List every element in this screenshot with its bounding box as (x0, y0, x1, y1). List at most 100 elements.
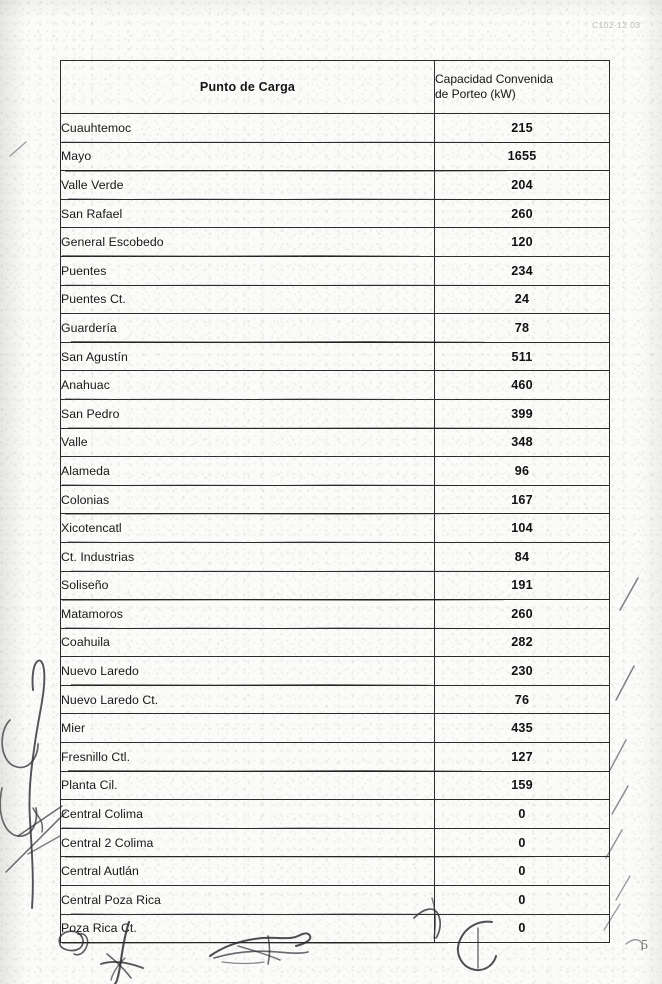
table-header-row: Punto de Carga Capacidad Convenida de Po… (60, 60, 610, 114)
cell-punto-de-carga: Ct. Industrias (60, 541, 435, 572)
cell-capacidad-convenida: 260 (434, 599, 610, 629)
table-row: Cuauhtemoc 215 (60, 113, 610, 143)
cell-punto-de-carga: Central Poza Rica (60, 885, 435, 915)
cell-capacidad-convenida: 84 (434, 541, 610, 572)
table-row: General Escobedo 120 (60, 227, 610, 257)
table-row: Fresnillo Ctl. 127 (60, 742, 610, 772)
cell-capacidad-convenida: 1655 (434, 141, 610, 172)
cell-capacidad-convenida: 76 (434, 684, 610, 715)
cell-punto-de-carga: Puentes Ct. (60, 284, 435, 315)
table-row: Guardería 78 (60, 313, 610, 343)
cell-punto-de-carga: San Agustín (60, 341, 435, 372)
cell-punto-de-carga: Mayo (60, 141, 435, 172)
table-row: Central 2 Colima 0 (60, 827, 610, 858)
cell-punto-de-carga: Central Colima (60, 799, 435, 829)
cell-capacidad-convenida: 191 (434, 570, 610, 601)
table-row: Alameda 96 (60, 456, 610, 486)
table-row: Central Autlán 0 (60, 856, 610, 887)
cell-punto-de-carga: Fresnillo Ctl. (60, 742, 435, 772)
capacity-table-container: Punto de Carga Capacidad Convenida de Po… (60, 60, 610, 944)
table-row: Mier 435 (60, 713, 610, 744)
capacity-table: Punto de Carga Capacidad Convenida de Po… (60, 60, 610, 944)
table-row: Soliseño 191 (60, 570, 610, 601)
table-row: San Rafael 260 (60, 198, 610, 229)
column-header-line-1: Capacidad Convenida (435, 71, 554, 86)
cell-punto-de-carga: Nuevo Laredo Ct. (60, 684, 435, 715)
cell-capacidad-convenida: 96 (434, 456, 610, 486)
cell-punto-de-carga: Matamoros (60, 599, 435, 629)
cell-capacidad-convenida: 167 (434, 484, 610, 515)
cell-punto-de-carga: Valle Verde (60, 170, 435, 200)
cell-capacidad-convenida: 399 (434, 398, 610, 429)
cell-capacidad-convenida: 0 (434, 827, 610, 858)
table-row: Coahuila 282 (60, 627, 610, 658)
table-row: Mayo 1655 (60, 141, 610, 172)
cell-capacidad-convenida: 435 (434, 713, 610, 744)
cell-capacidad-convenida: 24 (434, 284, 610, 315)
cell-capacidad-convenida: 0 (434, 885, 610, 915)
table-row: Poza Rica Ct. 0 (60, 913, 610, 944)
cell-punto-de-carga: Guardería (60, 313, 435, 343)
table-row: Central Colima 0 (60, 799, 610, 829)
cell-punto-de-carga: Soliseño (60, 570, 435, 601)
cell-capacidad-convenida: 159 (434, 770, 610, 801)
column-header-punto-de-carga: Punto de Carga (60, 60, 435, 114)
cell-punto-de-carga: General Escobedo (60, 227, 435, 257)
cell-punto-de-carga: San Pedro (60, 398, 435, 429)
cell-punto-de-carga: Cuauhtemoc (60, 113, 435, 143)
column-header-capacidad-convenida: Capacidad Convenida de Porteo (kW) (434, 60, 610, 114)
table-row: Matamoros 260 (60, 599, 610, 629)
table-row: San Pedro 399 (60, 398, 610, 429)
table-header: Punto de Carga Capacidad Convenida de Po… (60, 60, 610, 114)
cell-capacidad-convenida: 0 (434, 913, 610, 944)
cell-punto-de-carga: Coahuila (60, 627, 435, 658)
cell-punto-de-carga: Poza Rica Ct. (60, 913, 435, 944)
table-row: Anahuac 460 (60, 370, 610, 400)
cell-capacidad-convenida: 282 (434, 627, 610, 658)
table-row: Planta Cil. 159 (60, 770, 610, 801)
cell-punto-de-carga: Puentes (60, 255, 435, 286)
cell-capacidad-convenida: 460 (434, 370, 610, 400)
cell-punto-de-carga: Xicotencatl (60, 513, 435, 543)
table-row: Colonias 167 (60, 484, 610, 515)
cell-punto-de-carga: Nuevo Laredo (60, 656, 435, 686)
cell-capacidad-convenida: 215 (434, 113, 610, 143)
cell-punto-de-carga: San Rafael (60, 198, 435, 229)
cell-capacidad-convenida: 260 (434, 198, 610, 229)
table-row: Central Poza Rica 0 (60, 885, 610, 915)
cell-punto-de-carga: Mier (60, 713, 435, 744)
table-body: Cuauhtemoc 215 Mayo 1655 Valle Verde 204 San R… (60, 113, 610, 944)
cell-punto-de-carga: Anahuac (60, 370, 435, 400)
cell-capacidad-convenida: 348 (434, 427, 610, 458)
cell-capacidad-convenida: 511 (434, 341, 610, 372)
page-number: 5 (641, 938, 648, 953)
cell-punto-de-carga: Planta Cil. (60, 770, 435, 801)
table-row: San Agustín 511 (60, 341, 610, 372)
cell-capacidad-convenida: 0 (434, 799, 610, 829)
cell-capacidad-convenida: 230 (434, 656, 610, 686)
table-row: Puentes 234 (60, 255, 610, 286)
cell-capacidad-convenida: 78 (434, 313, 610, 343)
cell-capacidad-convenida: 127 (434, 742, 610, 772)
table-row: Nuevo Laredo Ct. 76 (60, 684, 610, 715)
cell-punto-de-carga: Alameda (60, 456, 435, 486)
table-row: Ct. Industrias 84 (60, 541, 610, 572)
table-row: Xicotencatl 104 (60, 513, 610, 543)
cell-capacidad-convenida: 234 (434, 255, 610, 286)
table-row: Puentes Ct. 24 (60, 284, 610, 315)
archive-stamp-code: C102-12 03 (592, 20, 641, 30)
left-margin-tick (9, 141, 27, 157)
cell-punto-de-carga: Central Autlán (60, 856, 435, 887)
cell-punto-de-carga: Valle (60, 427, 435, 458)
table-row: Valle 348 (60, 427, 610, 458)
column-header-line-2: de Porteo (kW) (435, 87, 516, 101)
table-row: Valle Verde 204 (60, 170, 610, 200)
cell-punto-de-carga: Central 2 Colima (60, 827, 435, 858)
cell-capacidad-convenida: 104 (434, 513, 610, 543)
cell-capacidad-convenida: 0 (434, 856, 610, 887)
cell-punto-de-carga: Colonias (60, 484, 435, 515)
cell-capacidad-convenida: 120 (434, 227, 610, 257)
cell-capacidad-convenida: 204 (434, 170, 610, 200)
table-row: Nuevo Laredo 230 (60, 656, 610, 686)
